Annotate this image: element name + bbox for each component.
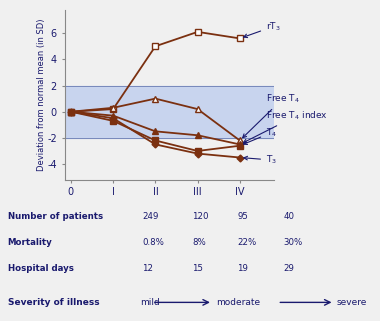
Text: moderate: moderate [217, 298, 261, 307]
Text: Free T$_4$: Free T$_4$ [243, 92, 300, 138]
Text: 29: 29 [283, 264, 294, 273]
Text: severe: severe [336, 298, 367, 307]
Bar [65, 85, 274, 138]
Text: Mortality: Mortality [8, 238, 52, 247]
Text: 22%: 22% [238, 238, 257, 247]
Text: Severity of illness: Severity of illness [8, 298, 99, 307]
Text: 120: 120 [192, 212, 208, 221]
Text: T$_4$: T$_4$ [244, 126, 277, 144]
Text: Hospital days: Hospital days [8, 264, 73, 273]
Text: Free T$_4$ index: Free T$_4$ index [244, 109, 328, 143]
Text: 249: 249 [142, 212, 159, 221]
Text: T$_3$: T$_3$ [244, 154, 277, 166]
Text: 19: 19 [238, 264, 249, 273]
Text: 30%: 30% [283, 238, 302, 247]
Text: 95: 95 [238, 212, 249, 221]
Text: 0.8%: 0.8% [142, 238, 165, 247]
Text: 15: 15 [192, 264, 203, 273]
Text: 40: 40 [283, 212, 294, 221]
Text: mild: mild [141, 298, 160, 307]
Text: rT$_3$: rT$_3$ [244, 20, 281, 38]
Text: 8%: 8% [192, 238, 206, 247]
Text: 12: 12 [142, 264, 154, 273]
Text: Number of patients: Number of patients [8, 212, 103, 221]
Y-axis label: Deviation from normal mean (in SD): Deviation from normal mean (in SD) [37, 18, 46, 171]
